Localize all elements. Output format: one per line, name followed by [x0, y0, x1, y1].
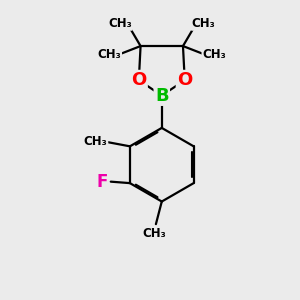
Text: CH₃: CH₃: [84, 135, 107, 148]
Text: O: O: [177, 71, 192, 89]
Text: CH₃: CH₃: [202, 48, 226, 61]
Text: B: B: [155, 86, 169, 104]
Text: F: F: [96, 173, 108, 191]
Text: CH₃: CH₃: [97, 48, 121, 61]
Text: O: O: [131, 71, 146, 89]
Text: CH₃: CH₃: [108, 17, 132, 30]
Text: CH₃: CH₃: [142, 226, 166, 239]
Text: CH₃: CH₃: [192, 17, 216, 30]
